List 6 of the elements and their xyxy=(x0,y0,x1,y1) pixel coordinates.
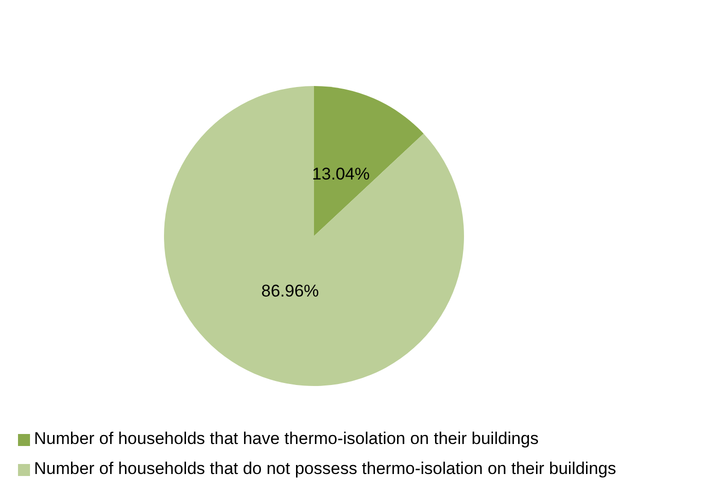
data-label: 86.96% xyxy=(261,282,319,301)
data-label: 13.04% xyxy=(312,164,370,184)
legend-label: Number of households that do not possess thermo-isolation on their buildings xyxy=(34,459,616,478)
legend-label: Number of households that have thermo-isolation on their buildings xyxy=(34,429,539,448)
pie-slice xyxy=(314,86,424,236)
pie-slice xyxy=(164,86,464,386)
